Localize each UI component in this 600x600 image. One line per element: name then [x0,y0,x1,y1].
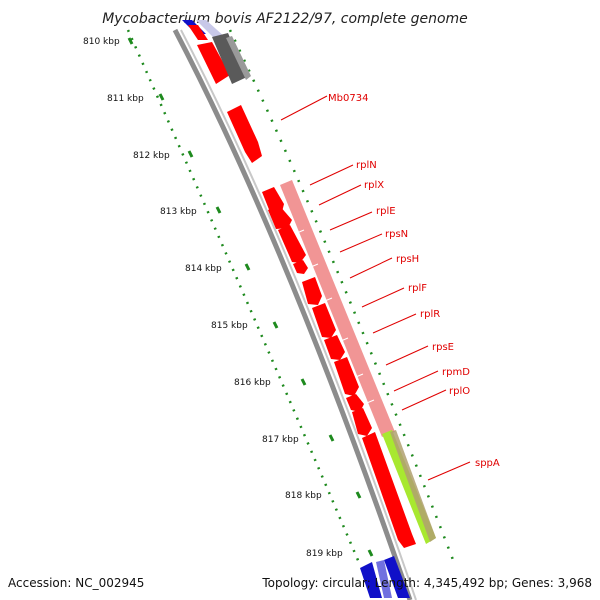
kbp-tick [158,93,165,101]
label-leader [427,461,471,481]
gene-label: rplE [376,206,396,217]
gene-arrow [384,556,410,598]
outer-guide-dots [228,29,457,566]
kbp-tick-label: 818 kbp [285,491,322,501]
accession-text: Accession: NC_002945 [8,576,144,590]
gene-label: rplX [364,180,384,191]
gene-arrow [226,36,251,80]
kbp-tick-label: 811 kbp [107,94,144,104]
gene-arrow [227,105,262,163]
gene-arrow [196,20,226,38]
gene-arrow [212,33,247,84]
kbp-tick [272,321,279,329]
kbp-tick [127,37,134,45]
label-leader [309,164,354,186]
kbp-tick [355,491,362,499]
kbp-tick [215,206,222,214]
kbp-tick [187,150,194,158]
gene-labels: Mb0734 rplN rplX rplE rpsN rpsH rplF rplR rpsE rp… [280,93,500,481]
gene-label: rpsH [396,254,419,265]
ruler-dots [126,29,362,566]
gene-arrow [197,42,230,84]
label-leader [318,184,362,206]
label-leader [339,233,383,253]
gene-arrow [188,25,208,40]
backbone-highlight [180,29,417,600]
gene-block [390,430,436,542]
gene-arrow [346,394,364,412]
label-leader [401,389,447,411]
gene-label: rplN [356,160,377,171]
gene-arrow [278,225,306,263]
label-leader [349,257,393,279]
gene-arrow [302,277,322,305]
label-leader [329,211,373,231]
gene-arrow [362,432,416,548]
gene-arrow [360,562,382,598]
kbp-tick-label: 810 kbp [83,37,120,47]
kbp-tick-label: 814 kbp [185,264,222,274]
kbp-tick-label: 813 kbp [160,207,197,217]
kbp-tick-label: 815 kbp [211,321,248,331]
kbp-tick [244,263,251,271]
kbp-ruler: 810 kbp 811 kbp 812 kbp 813 kbp 814 kbp 815 k… [83,29,457,566]
gene-label: rpsN [385,229,408,240]
label-leader [393,370,439,392]
kbp-tick-label: 817 kbp [262,435,299,445]
gene-label: rplR [420,309,440,320]
gene-label: rpsE [432,342,454,353]
label-leader [361,287,405,308]
kbp-tick [300,378,307,386]
gene-label: Mb0734 [328,93,368,104]
gene-arrow [334,357,359,396]
gene-label: sppA [475,458,500,469]
gene-divider [361,399,375,406]
kbp-tick-label: 816 kbp [234,378,271,388]
gene-divider [319,297,333,304]
label-leader [280,95,328,121]
gene-arrow [324,335,345,360]
label-leader [372,313,417,334]
gene-label: rplF [408,283,427,294]
label-leader [385,345,429,366]
gene-label: rplO [449,386,470,397]
backbone-ring [172,28,417,600]
kbp-tick [367,549,374,557]
gene-label: rpmD [442,367,470,378]
genome-summary-text: Topology: circular; Length: 4,345,492 bp… [261,576,592,590]
gene-arrow [376,560,392,598]
backbone-line [172,28,413,600]
gene-arrow [352,408,372,436]
kbp-tick-label: 812 kbp [133,151,170,161]
feature-track [182,20,436,598]
gene-divider [305,263,319,270]
gene-arrow [293,260,308,274]
gene-block [280,180,395,437]
kbp-tick [328,434,335,442]
gene-arrow [268,205,292,229]
gene-arrow [312,303,336,338]
map-title: Mycobacterium bovis AF2122/97, complete … [102,11,468,27]
kbp-tick-label: 819 kbp [306,549,343,559]
